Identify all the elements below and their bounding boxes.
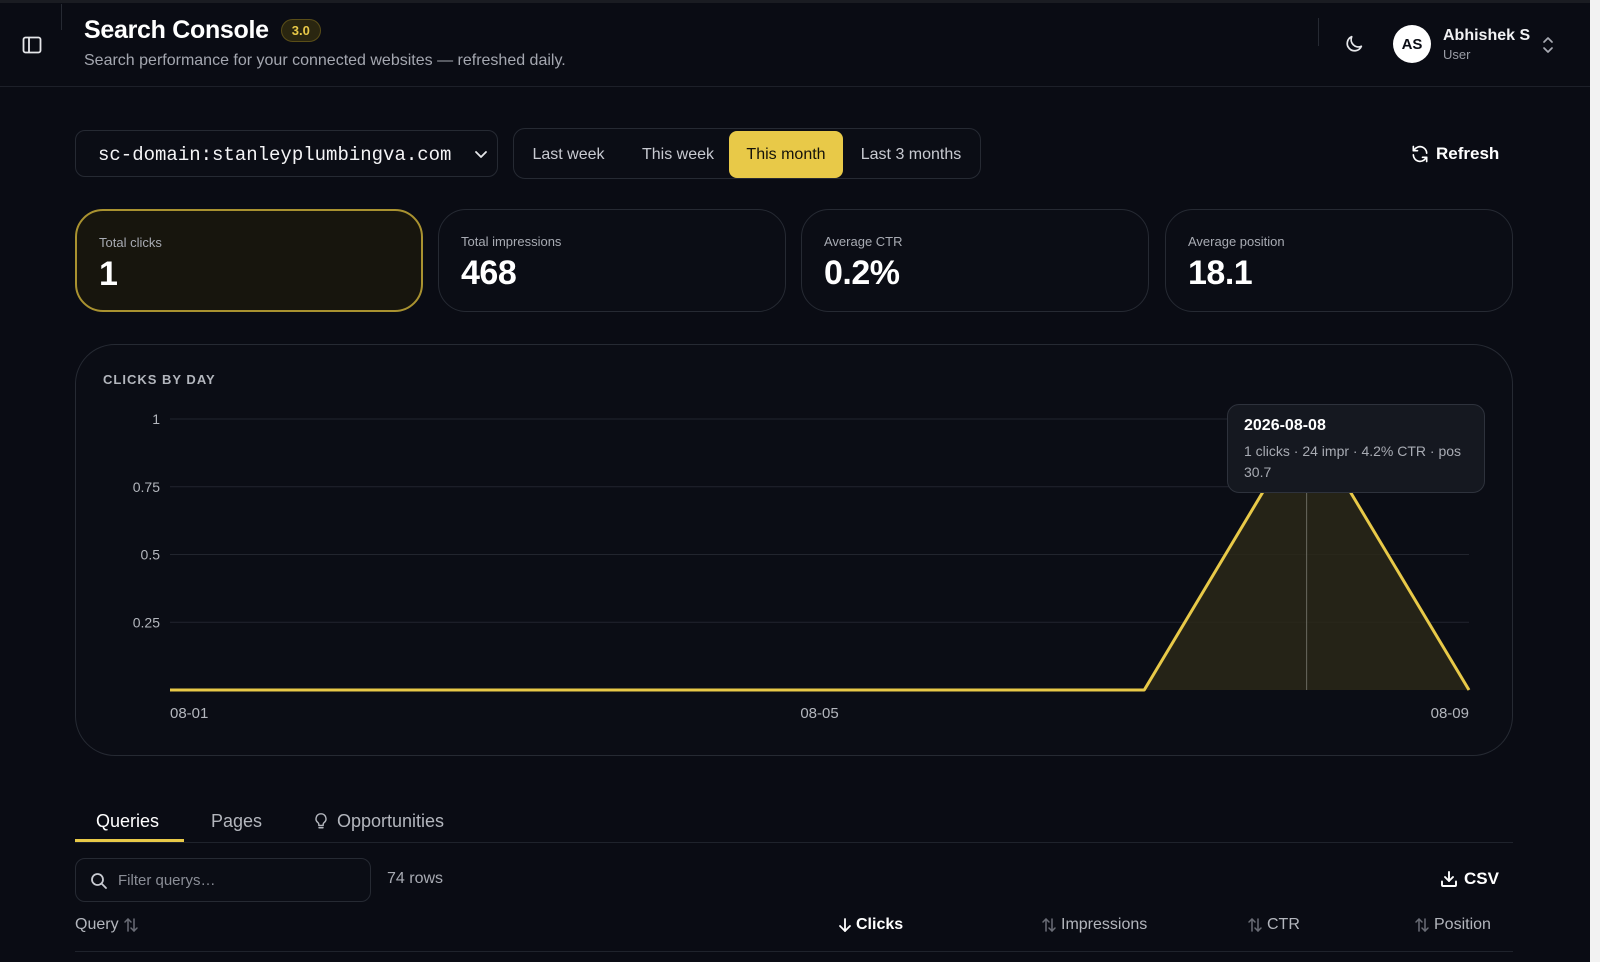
domain-select[interactable]: sc-domain:stanleyplumbingva.com xyxy=(75,130,498,177)
tab-pages[interactable]: Pages xyxy=(211,810,263,831)
date-range-group: Last week This week This month Last 3 mo… xyxy=(513,128,981,179)
y-tick-label: 0.75 xyxy=(133,479,160,495)
series-line xyxy=(170,417,1471,692)
y-tick-label: 1 xyxy=(152,411,160,427)
column-header-ctr[interactable]: CTR xyxy=(1243,916,1300,934)
title-row: Search Console 3.0 xyxy=(84,16,321,45)
data-point xyxy=(818,688,822,692)
search-icon xyxy=(90,872,108,895)
column-label: CTR xyxy=(1267,916,1300,933)
stat-label: Total impressions xyxy=(461,234,562,249)
page-subtitle: Search performance for your connected we… xyxy=(84,52,566,69)
x-tick-label: 08-09 xyxy=(1431,705,1469,722)
refresh-button[interactable]: Refresh xyxy=(1410,141,1499,167)
tab-opportunities-label: Opportunities xyxy=(337,810,445,831)
domain-value: sc-domain:stanleyplumbingva.com xyxy=(98,144,452,166)
version-badge: 3.0 xyxy=(280,19,321,42)
column-label: Query xyxy=(75,916,119,933)
stat-card-average-position[interactable]: Average position 18.1 xyxy=(1165,209,1513,312)
y-tick-label: 0.25 xyxy=(133,614,160,630)
sort-icon xyxy=(1248,918,1262,932)
column-label: Position xyxy=(1434,916,1491,933)
stat-value: 468 xyxy=(461,254,517,292)
data-point xyxy=(1142,688,1146,692)
data-point xyxy=(980,688,984,692)
tooltip-detail: 1 clicks · 24 impr · 4.2% CTR · pos 30.7 xyxy=(1244,443,1462,480)
app-header: Search Console 3.0 Search performance fo… xyxy=(0,0,1590,87)
lightbulb-icon xyxy=(315,813,327,829)
y-tick-label: 0.5 xyxy=(141,547,161,563)
header-top-border xyxy=(0,0,1590,3)
chart-tooltip: 2026-08-08 1 clicks · 24 impr · 4.2% CTR… xyxy=(1227,404,1485,493)
user-name: Abhishek S xyxy=(1443,27,1531,44)
sort-icon xyxy=(123,918,138,932)
range-last-3-months[interactable]: Last 3 months xyxy=(860,145,962,163)
chart-card: CLICKS BY DAY 1 0.75 0.5 0.25 08-01 08-05 08-0… xyxy=(75,344,1513,756)
header-right-divider xyxy=(1318,18,1319,46)
stat-value: 18.1 xyxy=(1188,254,1253,292)
theme-toggle-moon-icon[interactable] xyxy=(1342,32,1366,56)
stat-value: 0.2% xyxy=(824,254,900,292)
stat-label: Average position xyxy=(1188,234,1285,249)
tabs-divider xyxy=(75,842,1513,843)
range-last-week[interactable]: Last week xyxy=(532,145,605,163)
filter-input[interactable] xyxy=(118,869,358,891)
window-edge xyxy=(1590,0,1600,962)
sort-icon xyxy=(1415,918,1429,932)
row-count: 74 rows xyxy=(387,870,444,887)
csv-export-button[interactable]: CSV xyxy=(1440,869,1499,889)
chart-title: CLICKS BY DAY xyxy=(103,372,216,387)
chevrons-up-down-icon xyxy=(1541,35,1555,60)
chevron-down-icon xyxy=(473,146,489,167)
csv-label: CSV xyxy=(1464,869,1499,888)
user-role: User xyxy=(1443,47,1471,62)
stat-label: Total clicks xyxy=(99,235,162,250)
x-tick-label: 08-05 xyxy=(800,705,838,722)
table-header-divider xyxy=(75,951,1513,952)
arrow-down-icon xyxy=(839,918,851,932)
stat-value: 1 xyxy=(99,255,118,293)
avatar: AS xyxy=(1393,25,1431,63)
column-label: Clicks xyxy=(856,916,904,933)
stat-card-total-clicks[interactable]: Total clicks 1 xyxy=(75,209,423,312)
tab-queries[interactable]: Queries xyxy=(96,810,160,831)
data-point xyxy=(330,688,334,692)
stat-label: Average CTR xyxy=(824,234,903,249)
refresh-label: Refresh xyxy=(1436,144,1500,163)
tab-opportunities[interactable]: Opportunities xyxy=(313,800,444,842)
range-this-week[interactable]: This week xyxy=(641,145,715,163)
column-label: Impressions xyxy=(1061,916,1148,933)
column-header-position[interactable]: Position xyxy=(1410,916,1491,934)
header-divider xyxy=(61,4,62,30)
tooltip-date: 2026-08-08 xyxy=(1244,417,1326,434)
data-point xyxy=(1467,688,1471,692)
column-header-query[interactable]: Query xyxy=(75,916,143,934)
x-tick-label: 08-01 xyxy=(170,705,208,722)
range-this-month[interactable]: This month xyxy=(729,131,843,178)
stat-card-average-ctr[interactable]: Average CTR 0.2% xyxy=(801,209,1149,312)
page-title: Search Console xyxy=(84,16,269,44)
active-tab-indicator xyxy=(75,839,184,842)
sort-icon xyxy=(1042,918,1056,932)
stat-card-total-impressions[interactable]: Total impressions 468 xyxy=(438,209,786,312)
filter-box xyxy=(75,858,371,902)
data-point xyxy=(493,688,497,692)
data-point xyxy=(655,688,659,692)
area-fill xyxy=(170,419,1469,690)
data-point xyxy=(168,688,172,692)
column-header-impressions[interactable]: Impressions xyxy=(1037,916,1147,934)
refresh-icon xyxy=(1412,145,1428,163)
download-icon xyxy=(1441,871,1457,887)
column-header-clicks[interactable]: Clicks xyxy=(834,916,903,934)
user-menu[interactable]: AS Abhishek S User xyxy=(1393,25,1563,65)
sidebar-toggle-icon[interactable] xyxy=(20,33,44,57)
